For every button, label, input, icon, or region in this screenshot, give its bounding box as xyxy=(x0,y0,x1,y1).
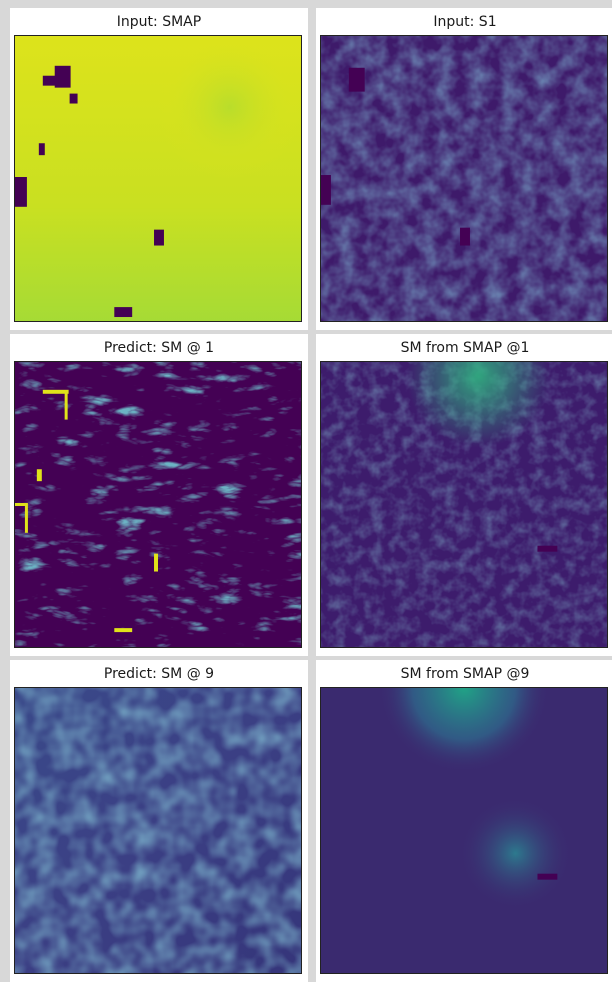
panel-predict-sm-1: Predict: SM @ 1 xyxy=(10,334,308,656)
panel-title: Input: SMAP xyxy=(116,14,202,30)
image-input-smap xyxy=(14,35,302,322)
image-sm-from-smap-1 xyxy=(320,361,608,648)
panel-title: SM from SMAP @9 xyxy=(400,666,530,682)
panel-sm-from-smap-9: SM from SMAP @9 xyxy=(316,660,612,982)
image-sm-from-smap-9 xyxy=(320,687,608,974)
panel-sm-from-smap-1: SM from SMAP @1 xyxy=(316,334,612,656)
panel-input-smap: Input: SMAP xyxy=(10,8,308,330)
image-predict-sm-1 xyxy=(14,361,302,648)
panel-predict-sm-9: Predict: SM @ 9 xyxy=(10,660,308,982)
panel-title: Input: S1 xyxy=(433,14,497,30)
panel-title: Predict: SM @ 9 xyxy=(103,666,215,682)
image-input-s1 xyxy=(320,35,608,322)
image-predict-sm-9 xyxy=(14,687,302,974)
panel-input-s1: Input: S1 xyxy=(316,8,612,330)
panel-title: Predict: SM @ 1 xyxy=(103,340,215,356)
panel-title: SM from SMAP @1 xyxy=(400,340,530,356)
